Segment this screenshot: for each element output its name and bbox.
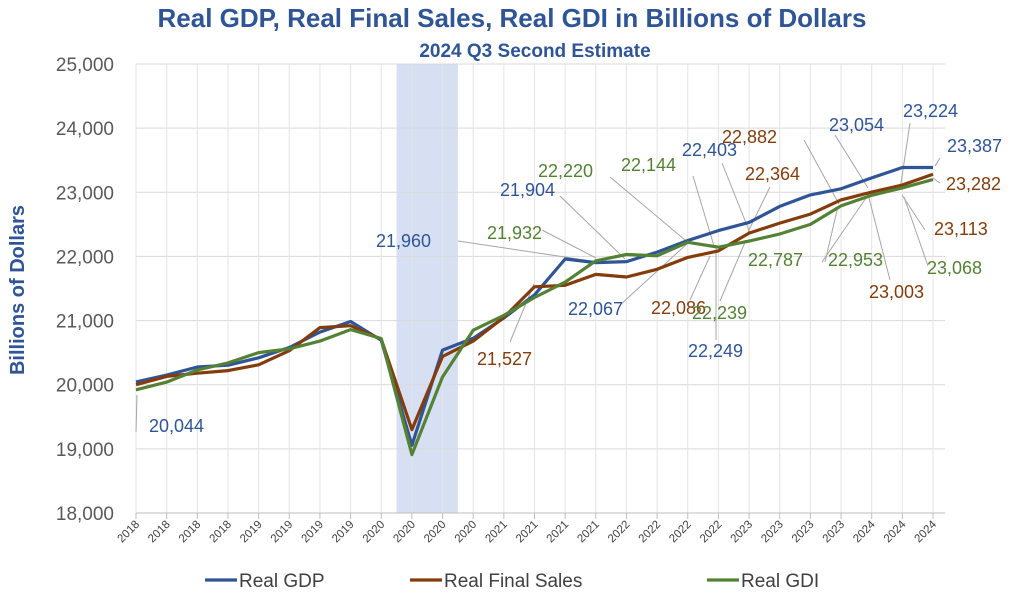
data-label: 23,113	[934, 219, 988, 239]
y-tick-label: 24,000	[56, 119, 114, 140]
x-tick-label: 2019	[330, 519, 357, 546]
x-tick-label: 2023	[821, 519, 848, 546]
legend-label: Real GDP	[239, 571, 325, 592]
annotation-leader-line	[824, 205, 839, 263]
data-label: 21,932	[487, 223, 542, 243]
data-label: 22,249	[688, 341, 743, 361]
annotation-leader-line	[867, 193, 891, 281]
x-tick-label: 2020	[453, 519, 480, 546]
annotation-leader-line	[747, 186, 771, 233]
chart-subtitle: 2024 Q3 Second Estimate	[419, 41, 650, 62]
series-line-real-gdp	[135, 165, 933, 447]
annotation-leader-line	[509, 283, 535, 343]
x-tick-label: 2019	[238, 519, 265, 546]
annotation-leader-line	[541, 229, 597, 259]
x-tick-label: 2020	[422, 519, 449, 546]
y-tick-label: 23,000	[56, 183, 114, 204]
annotation-leader-line	[803, 139, 840, 205]
x-tick-label: 2018	[177, 519, 204, 546]
x-tick-label: 2023	[759, 519, 786, 546]
data-label: 22,953	[828, 250, 883, 270]
x-tick-label: 2020	[361, 519, 388, 546]
x-tick-label: 2020	[391, 519, 418, 546]
data-label: 23,387	[947, 136, 1002, 156]
annotation-leader-line	[559, 195, 626, 260]
annotation-leader-line	[609, 176, 686, 241]
annotation-leader-line	[899, 122, 911, 191]
data-label: 23,224	[903, 101, 958, 121]
x-tick-label: 2021	[545, 519, 572, 546]
x-tick-label: 2021	[514, 519, 541, 546]
x-tick-label: 2024	[851, 518, 878, 545]
x-tick-label: 2024	[882, 518, 909, 545]
x-tick-label: 2021	[483, 519, 510, 546]
data-label: 21,527	[477, 349, 532, 369]
x-tick-label: 2024	[913, 518, 940, 545]
x-tick-label: 2022	[698, 519, 725, 546]
x-tick-label: 2018	[208, 519, 235, 546]
annotation-leader-line	[719, 239, 747, 302]
data-label: 22,220	[538, 161, 593, 181]
data-label: 22,067	[568, 299, 623, 319]
y-tick-label: 22,000	[56, 247, 114, 268]
data-label: 22,403	[682, 140, 737, 160]
x-tick-label: 2018	[116, 519, 143, 546]
x-tick-label: 2021	[575, 519, 602, 546]
annotation-leader-line	[821, 194, 869, 263]
x-tick-label: 2022	[606, 519, 633, 546]
y-tick-label: 19,000	[56, 440, 114, 461]
y-tick-label: 21,000	[56, 312, 114, 333]
annotation-leader-line	[689, 255, 711, 301]
annotation-leader-line	[135, 394, 138, 433]
x-tick-label: 2023	[729, 519, 756, 546]
x-tick-label: 2022	[637, 519, 664, 546]
data-label: 22,882	[722, 127, 777, 147]
data-label: 22,239	[692, 303, 747, 323]
annotation-leader-line	[934, 157, 941, 167]
data-label: 21,960	[376, 231, 431, 251]
y-axis-label: Billions of Dollars	[7, 205, 29, 375]
data-label: 22,144	[621, 155, 676, 175]
legend-label: Real GDI	[741, 571, 819, 592]
x-tick-label: 2019	[269, 519, 296, 546]
annotation-leader-line	[834, 134, 869, 189]
y-tick-label: 20,000	[56, 376, 114, 397]
recession-band	[396, 64, 458, 513]
data-label: 22,086	[651, 298, 706, 318]
legend-label: Real Final Sales	[444, 571, 582, 592]
x-tick-label: 2023	[790, 519, 817, 546]
annotation-leader-line	[619, 242, 689, 306]
series-line-real-final-sales	[135, 172, 934, 432]
x-tick-label: 2018	[146, 519, 173, 546]
data-label: 20,044	[149, 416, 204, 436]
data-label: 22,364	[745, 164, 800, 184]
series-line-real-gdi	[135, 177, 934, 457]
data-label: 23,282	[946, 174, 1001, 194]
annotation-leader-line	[903, 196, 929, 267]
annotation-leader-line	[457, 240, 599, 263]
y-tick-label: 18,000	[56, 504, 114, 525]
annotation-leader-line	[932, 177, 941, 184]
x-tick-label: 2022	[667, 519, 694, 546]
data-label: 23,003	[869, 282, 924, 302]
chart-title: Real GDP, Real Final Sales, Real GDI in …	[158, 3, 867, 33]
y-tick-label: 25,000	[56, 55, 114, 76]
data-label: 22,787	[748, 250, 803, 270]
data-label: 21,904	[500, 180, 555, 200]
data-label: 23,054	[829, 115, 884, 135]
data-label: 23,068	[927, 258, 982, 278]
annotation-leader-line	[721, 162, 751, 234]
x-tick-label: 2019	[299, 519, 326, 546]
